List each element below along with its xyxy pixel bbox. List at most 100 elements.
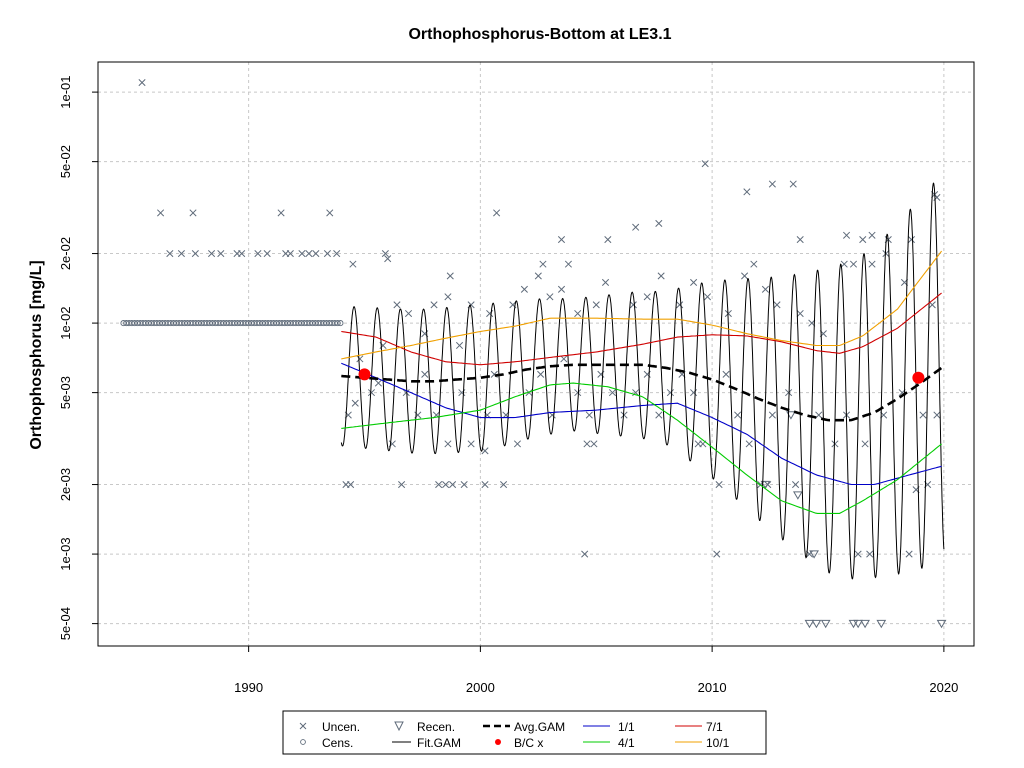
gam-lines (340, 182, 945, 580)
series-line-1-1 (341, 362, 942, 486)
censored-points (120, 320, 344, 327)
uncensored-point (347, 480, 355, 489)
uncensored-point (455, 341, 464, 350)
legend-label-1-1: 1/1 (618, 720, 635, 734)
uncensored-point (574, 389, 582, 397)
uncensored-point (643, 293, 651, 301)
legend-symbol-uncen (299, 722, 307, 730)
y-tick-label: 1e-03 (58, 537, 73, 570)
uncensored-point (557, 235, 566, 244)
uncensored-point (263, 250, 271, 258)
uncensored-point (298, 250, 306, 258)
y-tick-label: 5e-03 (58, 376, 73, 409)
uncensored-point (773, 301, 781, 309)
uncensored-point (792, 480, 800, 489)
uncensored-point (703, 293, 712, 301)
uncensored-point (868, 231, 876, 239)
uncensored-point (254, 250, 262, 258)
series-line-4-1 (341, 382, 942, 514)
uncensored-point (694, 440, 702, 448)
censored-point (337, 320, 344, 327)
x-tick-label: 2010 (698, 680, 727, 695)
uncensored-point (534, 272, 542, 280)
uncensored-point (583, 440, 591, 448)
y-tick-label: 5e-02 (58, 145, 73, 178)
y-tick-label: 5e-04 (58, 607, 73, 640)
uncensored-point (177, 250, 185, 258)
uncensored-point (919, 411, 927, 419)
uncensored-point (581, 550, 589, 558)
uncensored-point (191, 250, 199, 258)
uncensored-point (381, 250, 389, 258)
uncensored-point (690, 389, 698, 397)
chart-title: Orthophosphorus-Bottom at LE3.1 (408, 26, 671, 43)
uncensored-point (333, 250, 341, 258)
uncensored-point (560, 355, 568, 363)
legend-box (282, 710, 767, 755)
legend-label-10-1: 10/1 (706, 736, 730, 750)
uncensored-point (493, 209, 501, 217)
uncensored-point (854, 550, 862, 558)
uncensored-point (741, 272, 749, 280)
uncensored-point (513, 440, 522, 448)
uncensored-point (138, 78, 146, 87)
uncensored-point (446, 272, 454, 280)
recensored-point (792, 491, 803, 500)
uncensored-point (761, 285, 769, 293)
uncensored-point (866, 550, 874, 558)
legend-label-uncen: Uncen. (322, 720, 360, 734)
uncensored-point (398, 480, 406, 489)
uncensored-point (655, 219, 663, 228)
recensored-point (853, 619, 864, 629)
legend-label-4-1: 4/1 (618, 736, 635, 750)
uncensored-point (367, 389, 376, 397)
recensored-point (760, 480, 771, 490)
recensored-points (760, 411, 947, 629)
legend-symbol-bc (495, 739, 501, 745)
recensored-point (848, 619, 859, 629)
uncensored-point (868, 260, 876, 268)
censored-point (334, 320, 341, 327)
uncensored-point (905, 550, 913, 558)
uncensored-point (632, 223, 640, 231)
x-tick-label: 2000 (466, 680, 495, 695)
uncensored-point (312, 250, 320, 258)
uncensored-point (715, 480, 723, 489)
recensored-point (811, 619, 822, 629)
uncensored-point (467, 440, 475, 448)
uncensored-point (590, 440, 598, 448)
legend-label-bc: B/C x (514, 736, 543, 750)
uncensored-point (305, 250, 313, 258)
uncensored-point (208, 250, 216, 258)
x-axis: 1990 2000 2010 2020 (234, 646, 958, 695)
uncensored-point (849, 260, 858, 268)
uncensored-point (601, 278, 610, 286)
uncensored-point (750, 260, 758, 268)
uncensored-point (861, 440, 869, 448)
fit-gam-line (340, 182, 945, 580)
uncensored-point (657, 272, 665, 280)
legend-label-7-1: 7/1 (706, 720, 723, 734)
uncensored-point (421, 370, 429, 378)
uncensored-point (907, 235, 915, 244)
recensored-point (820, 619, 831, 629)
legend-label-avggam: Avg.GAM (514, 720, 565, 734)
uncensored-point (831, 440, 839, 448)
uncensored-point (384, 255, 392, 263)
legend-label-fitgam: Fit.GAM (417, 736, 461, 750)
uncensored-point (796, 235, 804, 244)
uncensored-point (323, 250, 331, 258)
y-tick-label: 2e-02 (58, 237, 73, 270)
uncensored-point (666, 389, 674, 397)
uncensored-point (592, 301, 600, 309)
bc-point (358, 368, 371, 381)
uncensored-point (815, 411, 823, 419)
uncensored-point (564, 260, 572, 268)
recensored-point (809, 550, 819, 559)
uncensored-point (326, 209, 334, 217)
uncensored-point (604, 235, 612, 244)
uncensored-point (785, 389, 793, 397)
bc-points (358, 368, 925, 384)
uncensored-point (393, 301, 401, 309)
